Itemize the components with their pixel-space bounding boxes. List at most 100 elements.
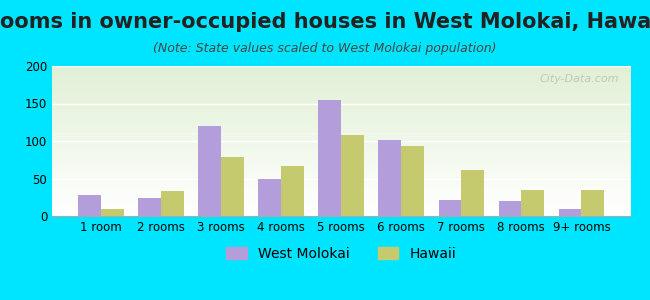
- Bar: [318, 100, 341, 216]
- Bar: [52, 120, 630, 122]
- Bar: [52, 117, 630, 118]
- Bar: [52, 180, 630, 182]
- Bar: [52, 146, 630, 147]
- Bar: [52, 85, 630, 87]
- Bar: [52, 165, 630, 166]
- Bar: [52, 141, 630, 142]
- Bar: [52, 138, 630, 140]
- Bar: [52, 124, 630, 126]
- Bar: [52, 103, 630, 105]
- Bar: [52, 150, 630, 152]
- Bar: [52, 82, 630, 84]
- Bar: [52, 105, 630, 106]
- Bar: [281, 166, 304, 216]
- Bar: [52, 136, 630, 138]
- Bar: [52, 108, 630, 110]
- Bar: [52, 142, 630, 144]
- Bar: [52, 102, 630, 104]
- Bar: [52, 129, 630, 130]
- Bar: [52, 158, 630, 159]
- Bar: [52, 69, 630, 70]
- Bar: [52, 76, 630, 78]
- Bar: [401, 146, 424, 216]
- Bar: [52, 66, 630, 68]
- Bar: [52, 156, 630, 158]
- Bar: [52, 162, 630, 164]
- Bar: [52, 206, 630, 207]
- Bar: [52, 122, 630, 123]
- Bar: [558, 209, 581, 216]
- Bar: [52, 208, 630, 210]
- Bar: [52, 214, 630, 216]
- Bar: [52, 178, 630, 180]
- Bar: [52, 132, 630, 134]
- Bar: [52, 169, 630, 171]
- Text: Rooms in owner-occupied houses in West Molokai, Hawaii: Rooms in owner-occupied houses in West M…: [0, 12, 650, 32]
- Bar: [52, 152, 630, 153]
- Bar: [52, 195, 630, 196]
- Bar: [52, 118, 630, 120]
- Bar: [52, 184, 630, 186]
- Bar: [52, 147, 630, 148]
- Bar: [52, 202, 630, 204]
- Bar: [52, 192, 630, 194]
- Bar: [52, 100, 630, 102]
- Bar: [439, 200, 462, 216]
- Bar: [78, 195, 101, 216]
- Bar: [52, 126, 630, 128]
- Text: City-Data.com: City-Data.com: [540, 74, 619, 83]
- Bar: [161, 191, 184, 216]
- Bar: [52, 171, 630, 172]
- Bar: [52, 72, 630, 74]
- Bar: [52, 183, 630, 184]
- Bar: [52, 135, 630, 136]
- Bar: [52, 112, 630, 114]
- Bar: [52, 172, 630, 174]
- Bar: [52, 200, 630, 201]
- Bar: [52, 96, 630, 98]
- Bar: [52, 106, 630, 108]
- Bar: [52, 123, 630, 124]
- Bar: [52, 116, 630, 117]
- Bar: [581, 190, 604, 216]
- Bar: [52, 70, 630, 72]
- Bar: [52, 110, 630, 111]
- Bar: [52, 78, 630, 80]
- Bar: [52, 188, 630, 189]
- Bar: [52, 93, 630, 94]
- Bar: [52, 177, 630, 178]
- Legend: West Molokai, Hawaii: West Molokai, Hawaii: [220, 241, 462, 266]
- Bar: [52, 128, 630, 129]
- Bar: [101, 208, 124, 216]
- Bar: [52, 68, 630, 69]
- Bar: [52, 154, 630, 156]
- Bar: [499, 201, 521, 216]
- Bar: [52, 189, 630, 190]
- Bar: [52, 201, 630, 202]
- Bar: [521, 190, 544, 216]
- Bar: [52, 168, 630, 170]
- Bar: [52, 74, 630, 75]
- Bar: [52, 88, 630, 90]
- Bar: [52, 90, 630, 92]
- Bar: [259, 178, 281, 216]
- Text: (Note: State values scaled to West Molokai population): (Note: State values scaled to West Molok…: [153, 42, 497, 55]
- Bar: [52, 212, 630, 213]
- Bar: [341, 135, 364, 216]
- Bar: [221, 157, 244, 216]
- Bar: [52, 114, 630, 116]
- Bar: [52, 164, 630, 165]
- Bar: [52, 92, 630, 93]
- Bar: [52, 111, 630, 112]
- Bar: [52, 84, 630, 86]
- Bar: [198, 126, 221, 216]
- Bar: [52, 94, 630, 96]
- Bar: [52, 196, 630, 198]
- Bar: [52, 75, 630, 76]
- Bar: [52, 81, 630, 82]
- Bar: [52, 190, 630, 192]
- Bar: [52, 210, 630, 212]
- Bar: [52, 98, 630, 99]
- Bar: [52, 144, 630, 146]
- Bar: [52, 182, 630, 183]
